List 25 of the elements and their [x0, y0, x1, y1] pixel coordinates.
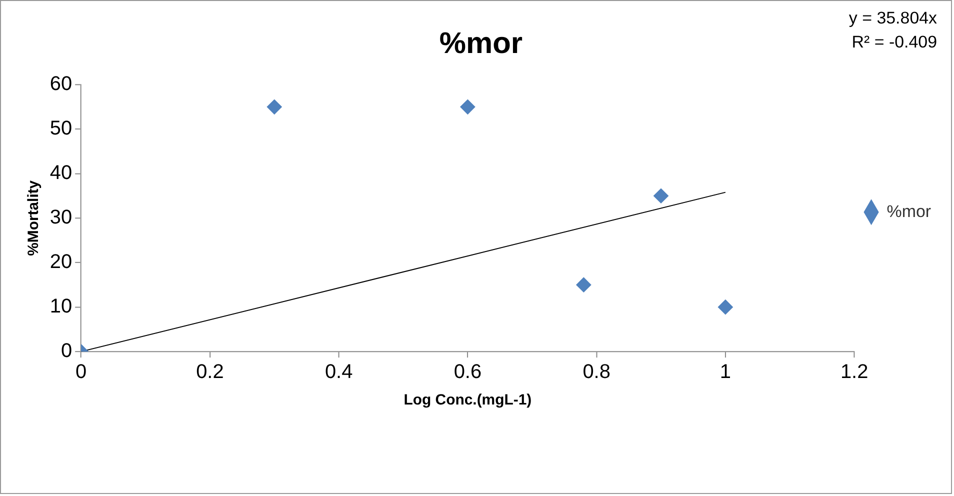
point — [654, 188, 668, 204]
y-tick-label: 20 — [50, 251, 72, 274]
y-tick-label: 0 — [60, 340, 72, 362]
y-tick-label: 60 — [50, 73, 72, 96]
legend-label: %mor — [886, 202, 932, 221]
x-tick-label: 0.4 — [324, 361, 353, 383]
point — [718, 300, 733, 315]
y-tick-label: 30 — [50, 206, 72, 229]
y-tick-label: 10 — [50, 296, 72, 318]
x-tick-label: 0.2 — [196, 361, 224, 383]
x-tick-label: 1 — [720, 361, 731, 383]
x-tick-label: 0.6 — [454, 361, 482, 383]
point — [266, 99, 282, 114]
y-axis-title: %Mortality — [25, 180, 42, 256]
x-axis-title: Log Conc.(mgL-1) — [404, 392, 532, 408]
text: R² = -0.409 — [852, 32, 938, 52]
x-tick-label: 0 — [76, 361, 87, 383]
x-tick-label: 0.8 — [582, 361, 610, 383]
text: y = 35.804x — [848, 8, 938, 28]
point — [576, 277, 592, 292]
y-tick-label: 40 — [50, 162, 72, 184]
chart-title: %mor — [439, 27, 523, 60]
y-tick-label: 50 — [50, 118, 72, 140]
point — [460, 99, 476, 114]
x-tick-label: 1.2 — [840, 361, 868, 383]
